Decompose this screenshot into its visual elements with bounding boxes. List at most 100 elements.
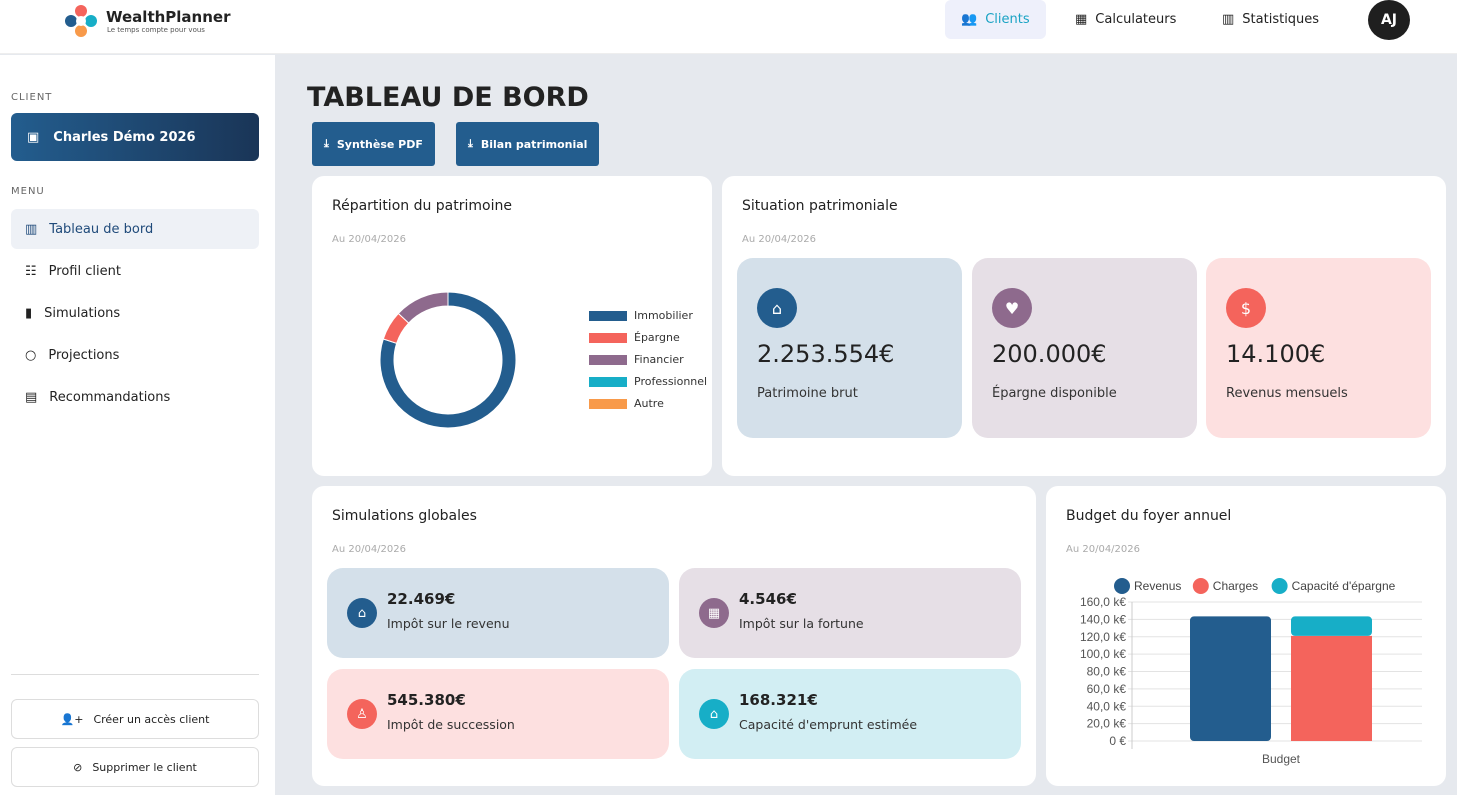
y-tick-label: 40,0 k€ bbox=[1087, 699, 1127, 713]
donut-slice-0 bbox=[379, 291, 517, 429]
sim-emprunt[interactable]: ⌂ 168.321€ Capacité d'emprunt estimée bbox=[679, 669, 1021, 759]
y-tick-label: 120,0 k€ bbox=[1080, 630, 1126, 644]
sidebar-item-recommandations[interactable]: ▤ Recommandations bbox=[11, 377, 259, 417]
card-title: Situation patrimoniale bbox=[742, 198, 898, 214]
divider bbox=[11, 674, 259, 675]
legend-label: Autre bbox=[634, 397, 664, 410]
donut-slice-2 bbox=[397, 291, 449, 324]
legend-swatch bbox=[589, 310, 627, 321]
sim-impot-fortune[interactable]: ▦ 4.546€ Impôt sur la fortune bbox=[679, 568, 1021, 658]
y-tick-label: 0 € bbox=[1109, 734, 1126, 748]
sidebar-item-tableau-de-bord[interactable]: ▥ Tableau de bord bbox=[11, 209, 259, 249]
button-label: Synthèse PDF bbox=[336, 137, 423, 151]
nav-calculateurs[interactable]: ▦ Calculateurs bbox=[1059, 0, 1192, 39]
users-icon: 👥 bbox=[961, 12, 978, 27]
y-tick-label: 80,0 k€ bbox=[1087, 665, 1127, 679]
person-icon: ♙ bbox=[347, 699, 377, 729]
lightbulb-icon: ○ bbox=[25, 347, 37, 363]
legend-label: Capacité d'épargne bbox=[1292, 579, 1396, 593]
sim-label: Impôt de succession bbox=[387, 717, 515, 732]
nav-label: Statistiques bbox=[1242, 12, 1320, 27]
legend-dot bbox=[1192, 578, 1209, 594]
client-label: CLIENT bbox=[11, 92, 53, 103]
chart-icon: ▥ bbox=[1222, 12, 1235, 27]
legend-label: Professionnel bbox=[634, 375, 708, 388]
legend-swatch bbox=[589, 376, 627, 387]
user-off-icon: ⊘ bbox=[73, 760, 83, 774]
pdf-button[interactable]: ⤓ Synthèse PDF bbox=[312, 122, 435, 166]
sidebar-item-label: Simulations bbox=[44, 305, 121, 321]
card-date: Au 20/04/2026 bbox=[742, 234, 816, 245]
legend-item: Financier bbox=[589, 353, 684, 366]
repartition-card: Répartition du patrimoine Au 20/04/2026 … bbox=[312, 176, 712, 476]
sidebar-item-projections[interactable]: ○ Projections bbox=[11, 335, 259, 375]
legend-item: Immobilier bbox=[589, 309, 693, 322]
menu-label: MENU bbox=[11, 186, 45, 197]
sidebar-item-label: Projections bbox=[48, 347, 120, 363]
kpi-epargne: ♥ 200.000€ Épargne disponible bbox=[972, 258, 1197, 438]
bilan-button[interactable]: ⤓ Bilan patrimonial bbox=[456, 122, 600, 166]
home-hand-icon: ⌂ bbox=[699, 699, 729, 729]
client-name: Charles Démo 2026 bbox=[53, 129, 196, 145]
contact-icon: ▣ bbox=[27, 129, 40, 145]
kpi-label: Patrimoine brut bbox=[757, 386, 858, 401]
legend-item: Autre bbox=[589, 397, 664, 410]
sidebar-item-label: Profil client bbox=[48, 263, 121, 279]
legend-label: Revenus bbox=[1134, 579, 1181, 593]
avatar[interactable]: AJ bbox=[1368, 0, 1410, 40]
page-title: TABLEAU DE BORD bbox=[307, 82, 589, 113]
simulations-card: Simulations globales Au 20/04/2026 ⌂ 22.4… bbox=[312, 486, 1036, 786]
logo-icon bbox=[65, 5, 97, 37]
sidebar-item-label: Tableau de bord bbox=[49, 221, 154, 237]
y-tick-label: 20,0 k€ bbox=[1087, 717, 1127, 731]
kpi-value: 14.100€ bbox=[1226, 340, 1326, 368]
nav-label: Calculateurs bbox=[1095, 12, 1177, 27]
bar-chart-icon: ▮ bbox=[25, 305, 33, 321]
profile-icon: ☷ bbox=[25, 263, 37, 279]
button-label: Bilan patrimonial bbox=[480, 137, 588, 151]
sim-value: 22.469€ bbox=[387, 590, 456, 608]
top-bar: WealthPlanner Le temps compte pour vous 👥… bbox=[0, 0, 1457, 54]
piggy-bank-icon: ♥ bbox=[992, 288, 1032, 328]
y-tick-label: 140,0 k€ bbox=[1080, 612, 1126, 626]
delete-client-button[interactable]: ⊘ Supprimer le client bbox=[11, 747, 259, 787]
legend-label: Épargne bbox=[634, 331, 680, 344]
legend-label: Charges bbox=[1213, 579, 1258, 593]
logo[interactable]: WealthPlanner Le temps compte pour vous bbox=[64, 4, 230, 38]
legend-dot bbox=[1114, 578, 1130, 594]
create-access-button[interactable]: 👤+ Créer un accès client bbox=[11, 699, 259, 739]
card-date: Au 20/04/2026 bbox=[332, 544, 406, 555]
sim-succession[interactable]: ♙ 545.380€ Impôt de succession bbox=[327, 669, 669, 759]
sidebar: CLIENT ▣ Charles Démo 2026 MENU ▥ Tableau … bbox=[0, 55, 275, 795]
nav-clients[interactable]: 👥 Clients bbox=[945, 0, 1046, 39]
legend-item: Professionnel bbox=[589, 375, 707, 388]
donut-chart bbox=[379, 291, 517, 429]
sim-label: Capacité d'emprunt estimée bbox=[739, 717, 918, 732]
sim-label: Impôt sur le revenu bbox=[387, 616, 510, 631]
nav-label: Clients bbox=[985, 12, 1030, 27]
sidebar-item-profil[interactable]: ☷ Profil client bbox=[11, 251, 259, 291]
card-date: Au 20/04/2026 bbox=[332, 234, 406, 245]
client-selector[interactable]: ▣ Charles Démo 2026 bbox=[11, 113, 259, 161]
document-icon: ▤ bbox=[25, 389, 38, 405]
budget-card: Budget du foyer annuel Au 20/04/2026 Rev… bbox=[1046, 486, 1446, 786]
x-tick-label: Budget bbox=[1262, 752, 1301, 766]
sim-value: 545.380€ bbox=[387, 691, 466, 709]
calculator-icon: ▦ bbox=[1075, 12, 1088, 27]
kpi-revenus: $14.100€ Revenus mensuels bbox=[1206, 258, 1431, 438]
button-label: Créer un accès client bbox=[93, 712, 210, 726]
legend-swatch bbox=[589, 332, 627, 343]
legend-swatch bbox=[589, 354, 627, 365]
download-icon: ⤓ bbox=[468, 137, 473, 150]
sim-impot-revenu[interactable]: ⌂ 22.469€ Impôt sur le revenu bbox=[327, 568, 669, 658]
card-title: Simulations globales bbox=[332, 508, 477, 524]
sim-label: Impôt sur la fortune bbox=[739, 616, 864, 631]
nav-statistiques[interactable]: ▥ Statistiques bbox=[1206, 0, 1335, 39]
legend-item: Épargne bbox=[589, 331, 680, 344]
budget-bar-chart: Revenus Charges Capacité d'épargne 0 € 20,0 … bbox=[1080, 578, 1422, 766]
sidebar-item-simulations[interactable]: ▮ Simulations bbox=[11, 293, 259, 333]
sidebar-item-label: Recommandations bbox=[49, 389, 171, 405]
card-title: Budget du foyer annuel bbox=[1066, 508, 1232, 524]
legend-label: Financier bbox=[634, 353, 684, 366]
user-plus-icon: 👤+ bbox=[60, 712, 84, 726]
